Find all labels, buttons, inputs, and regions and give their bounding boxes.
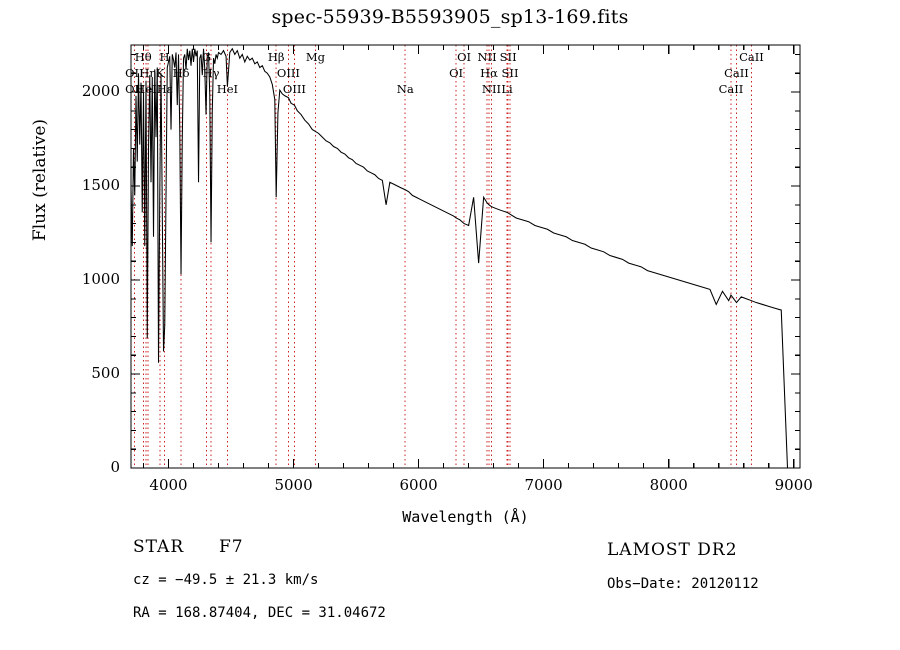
x-tick-label: 6000 bbox=[399, 476, 438, 494]
x-tick-label: 4000 bbox=[149, 476, 188, 494]
line-marker-label: HeI bbox=[216, 82, 239, 96]
footer-obs-date: Obs−Date: 20120112 bbox=[607, 576, 759, 592]
line-marker-label: Hθ bbox=[134, 50, 152, 64]
y-tick-label: 0 bbox=[110, 458, 120, 476]
footer-object-type: STAR F7 bbox=[133, 537, 244, 557]
x-tick-label: 7000 bbox=[524, 476, 563, 494]
line-marker-label: NII bbox=[481, 82, 502, 96]
object-type-text: STAR bbox=[133, 537, 185, 557]
line-marker-label: CaII bbox=[718, 82, 744, 96]
line-marker-label: Li bbox=[501, 82, 513, 96]
x-tick-label: 8000 bbox=[649, 476, 688, 494]
line-marker-label: OIII bbox=[276, 66, 300, 80]
line-marker-label: SII bbox=[501, 66, 519, 80]
x-tick-label: 5000 bbox=[274, 476, 313, 494]
line-marker-label: Na bbox=[396, 82, 414, 96]
line-marker-label: Hη bbox=[139, 66, 157, 80]
line-marker-label: Hα bbox=[480, 66, 498, 80]
line-marker-label: Hε bbox=[156, 82, 173, 96]
line-marker-label: CaII bbox=[739, 50, 764, 64]
line-marker-label: Hδ bbox=[172, 66, 190, 80]
line-marker-label: G bbox=[201, 50, 212, 64]
line-marker-label: Hγ bbox=[202, 66, 220, 80]
line-marker-label: SII bbox=[499, 50, 517, 64]
y-tick-label: 1500 bbox=[81, 176, 120, 194]
line-marker-label: OI bbox=[457, 50, 472, 64]
y-tick-label: 1000 bbox=[81, 270, 120, 288]
y-tick-label: 500 bbox=[91, 364, 120, 382]
line-marker-label: CaII bbox=[724, 66, 749, 80]
spectral-class-text: F7 bbox=[218, 537, 244, 557]
x-axis-label: Wavelength (Å) bbox=[402, 508, 529, 526]
line-marker-label: K bbox=[155, 66, 165, 80]
x-tick-label: 9000 bbox=[774, 476, 813, 494]
line-marker-label: HeI bbox=[135, 82, 157, 96]
line-marker-label: Mg bbox=[305, 50, 325, 64]
line-marker-label: Hβ bbox=[267, 50, 285, 64]
line-marker-label: OII bbox=[125, 82, 144, 96]
line-marker-label: OII bbox=[125, 66, 144, 80]
footer-coords: RA = 168.87404, DEC = 31.04672 bbox=[133, 605, 386, 621]
line-marker-label: OI bbox=[449, 66, 464, 80]
line-marker-label: NII bbox=[477, 50, 497, 64]
line-marker-label: OIII bbox=[282, 82, 306, 96]
footer-survey: LAMOST DR2 bbox=[607, 540, 738, 560]
y-tick-label: 2000 bbox=[81, 82, 120, 100]
footer-cz: cz = −49.5 ± 21.3 km/s bbox=[133, 572, 319, 588]
line-marker-label: H bbox=[159, 50, 170, 64]
page-title: spec-55939-B5593905_sp13-169.fits bbox=[271, 6, 629, 28]
